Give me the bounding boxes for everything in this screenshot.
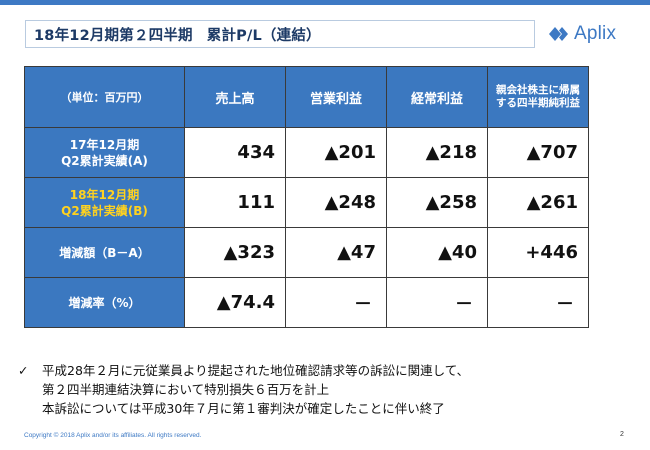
cell-net-income: － <box>487 277 589 328</box>
table-row: 18年12月期 Q2累計実績(B) 111 ▲248 ▲258 ▲261 <box>24 177 589 228</box>
row-label: 増減率（%） <box>24 277 185 328</box>
cell-operating-profit: ▲201 <box>285 127 387 178</box>
checkmark-icon: ✓ <box>18 363 29 378</box>
logo-wordmark: Aplix <box>574 23 617 44</box>
title-subject: 累計P/L（連結） <box>206 27 321 44</box>
cell-sales: ▲74.4 <box>184 277 286 328</box>
cell-sales: 111 <box>184 177 286 228</box>
note-block: ✓ 平成28年２月に元従業員より提起された地位確認請求等の訴訟に関連して、 第２… <box>18 361 469 418</box>
row-label: 17年12月期 Q2累計実績(A) <box>24 127 185 178</box>
cell-net-income: ▲707 <box>487 127 589 178</box>
cell-operating-profit: ▲47 <box>285 227 387 278</box>
aplix-logo: Aplix <box>548 22 616 46</box>
table-header-row: （単位：百万円） 売上高 営業利益 経常利益 親会社株主に帰属する四半期純利益 <box>24 66 589 128</box>
note-line: 平成28年２月に元従業員より提起された地位確認請求等の訴訟に関連して、 <box>42 363 470 378</box>
row-label-line1: 増減額（B－A） <box>59 245 150 260</box>
slide-title: 18年12月期第２四半期 累計P/L（連結） <box>25 20 535 48</box>
row-label: 増減額（B－A） <box>24 227 185 278</box>
cell-ordinary-profit: ▲40 <box>386 227 488 278</box>
column-header-operating-profit: 営業利益 <box>285 66 387 128</box>
cell-sales: 434 <box>184 127 286 178</box>
column-header-net-income: 親会社株主に帰属する四半期純利益 <box>487 66 589 128</box>
column-header-sales: 売上高 <box>184 66 286 128</box>
table-row: 増減率（%） ▲74.4 － － － <box>24 277 589 328</box>
cell-ordinary-profit: ▲218 <box>386 127 488 178</box>
cell-operating-profit: － <box>285 277 387 328</box>
cell-operating-profit: ▲248 <box>285 177 387 228</box>
cell-sales: ▲323 <box>184 227 286 278</box>
pl-table: （単位：百万円） 売上高 営業利益 経常利益 親会社株主に帰属する四半期純利益 … <box>24 66 589 328</box>
row-label-line1: 増減率（%） <box>68 295 141 310</box>
cell-ordinary-profit: － <box>386 277 488 328</box>
unit-header: （単位：百万円） <box>24 66 185 128</box>
row-label-line1: 18年12月期 <box>69 187 140 202</box>
note-line: 本訴訟については平成30年７月に第１審判決が確定したことに伴い終了 <box>42 401 445 416</box>
title-period: 18年12月期第２四半期 <box>34 27 193 44</box>
cell-net-income: ▲261 <box>487 177 589 228</box>
note-lines: 平成28年２月に元従業員より提起された地位確認請求等の訴訟に関連して、 第２四半… <box>42 361 469 418</box>
cell-net-income: +446 <box>487 227 589 278</box>
top-accent-rule <box>0 0 650 5</box>
cell-ordinary-profit: ▲258 <box>386 177 488 228</box>
table-row: 17年12月期 Q2累計実績(A) 434 ▲201 ▲218 ▲707 <box>24 127 589 178</box>
aplix-diamond-icon <box>549 27 568 41</box>
row-label: 18年12月期 Q2累計実績(B) <box>24 177 185 228</box>
row-label-line1: 17年12月期 <box>69 137 140 152</box>
row-label-line2: Q2累計実績(A) <box>61 153 148 168</box>
row-label-line2: Q2累計実績(B) <box>61 203 148 218</box>
table-row: 増減額（B－A） ▲323 ▲47 ▲40 +446 <box>24 227 589 278</box>
page-number: 2 <box>620 431 624 438</box>
note-line: 第２四半期連結決算において特別損失６百万を計上 <box>42 382 330 397</box>
copyright-text: Copyright © 2018 Aplix and/or its affili… <box>24 432 202 439</box>
column-header-ordinary-profit: 経常利益 <box>386 66 488 128</box>
